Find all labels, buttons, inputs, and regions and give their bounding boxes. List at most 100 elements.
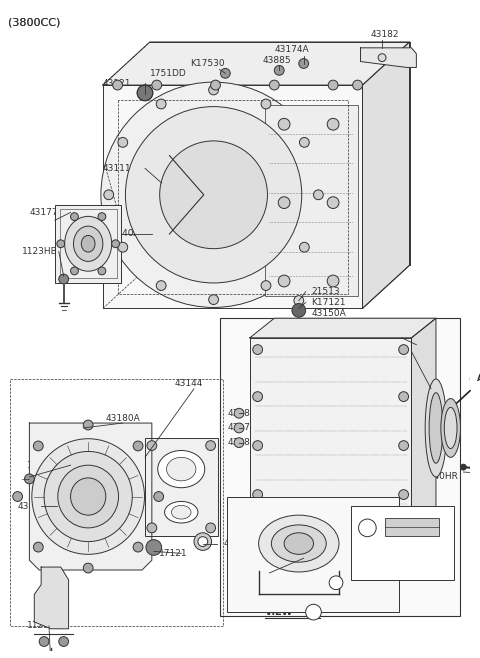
Text: A: A	[309, 607, 316, 617]
Circle shape	[209, 295, 218, 305]
Circle shape	[133, 542, 143, 552]
Circle shape	[133, 441, 143, 451]
Circle shape	[399, 392, 408, 401]
Circle shape	[154, 492, 164, 501]
Ellipse shape	[44, 451, 132, 542]
Text: 1123HB: 1123HB	[22, 247, 57, 256]
Circle shape	[327, 118, 339, 130]
Circle shape	[327, 275, 339, 287]
Text: 43182A: 43182A	[18, 502, 52, 511]
Circle shape	[220, 68, 230, 78]
Text: 17121: 17121	[159, 549, 187, 558]
Circle shape	[313, 190, 324, 199]
Ellipse shape	[71, 478, 106, 515]
Polygon shape	[103, 42, 409, 85]
Text: 43885: 43885	[228, 409, 256, 418]
Text: 43177: 43177	[29, 208, 58, 217]
Text: 1152AC: 1152AC	[372, 494, 408, 503]
Circle shape	[194, 533, 212, 550]
Circle shape	[57, 240, 65, 247]
Text: (3800CC): (3800CC)	[8, 17, 60, 28]
Text: 43885: 43885	[228, 438, 256, 447]
Circle shape	[13, 492, 23, 501]
Text: 43182: 43182	[371, 30, 399, 39]
Ellipse shape	[429, 393, 443, 463]
Circle shape	[399, 345, 408, 355]
Circle shape	[253, 490, 263, 499]
Circle shape	[261, 281, 271, 290]
Circle shape	[147, 441, 157, 451]
Text: 43144: 43144	[174, 380, 203, 388]
Text: K17530: K17530	[190, 59, 225, 68]
Circle shape	[198, 537, 208, 547]
Ellipse shape	[165, 501, 198, 523]
Bar	[55, 205, 121, 283]
Circle shape	[234, 409, 244, 418]
Circle shape	[206, 441, 216, 451]
Ellipse shape	[65, 216, 112, 271]
Text: a: a	[334, 580, 338, 586]
Circle shape	[399, 441, 408, 451]
Circle shape	[152, 80, 162, 90]
Circle shape	[101, 82, 326, 307]
Circle shape	[399, 490, 408, 499]
Circle shape	[299, 59, 309, 68]
Ellipse shape	[271, 525, 326, 562]
Bar	[351, 506, 454, 580]
Circle shape	[160, 141, 267, 249]
Circle shape	[253, 441, 263, 451]
Circle shape	[98, 267, 106, 275]
Bar	[145, 438, 218, 536]
Text: 43121: 43121	[103, 78, 132, 88]
Text: K17121: K17121	[312, 298, 346, 307]
Ellipse shape	[259, 515, 339, 572]
Circle shape	[206, 523, 216, 533]
Circle shape	[306, 604, 321, 620]
Bar	[103, 85, 362, 309]
Text: 1123GF: 1123GF	[27, 621, 62, 630]
Circle shape	[292, 303, 306, 317]
Circle shape	[294, 295, 304, 305]
Polygon shape	[411, 318, 436, 560]
Text: 1751DD: 1751DD	[150, 69, 187, 78]
Circle shape	[290, 545, 317, 572]
Circle shape	[104, 190, 114, 199]
Circle shape	[137, 85, 153, 101]
Circle shape	[118, 242, 128, 252]
Text: 43146A: 43146A	[355, 328, 389, 338]
Ellipse shape	[444, 407, 457, 449]
Circle shape	[253, 529, 263, 539]
Text: VIEW: VIEW	[264, 607, 293, 617]
Text: 21513: 21513	[312, 288, 340, 296]
Circle shape	[300, 242, 309, 252]
Circle shape	[24, 474, 34, 484]
Circle shape	[147, 523, 157, 533]
Ellipse shape	[58, 465, 119, 528]
Circle shape	[378, 54, 386, 62]
Circle shape	[234, 438, 244, 447]
Bar	[264, 105, 358, 295]
Circle shape	[278, 197, 290, 209]
Ellipse shape	[73, 226, 103, 261]
Circle shape	[278, 118, 290, 130]
Text: 43885: 43885	[263, 56, 291, 65]
Circle shape	[125, 107, 302, 283]
Ellipse shape	[32, 439, 144, 554]
Text: 43140A: 43140A	[106, 230, 141, 238]
Ellipse shape	[441, 399, 460, 457]
Text: 43174A: 43174A	[228, 424, 262, 432]
Circle shape	[234, 423, 244, 433]
Bar	[250, 338, 411, 560]
Polygon shape	[360, 48, 416, 67]
Polygon shape	[362, 42, 409, 309]
Circle shape	[328, 80, 338, 90]
Circle shape	[156, 281, 166, 290]
Text: 43220D: 43220D	[228, 570, 263, 580]
Text: 1140HR: 1140HR	[423, 472, 459, 482]
Text: (3800CC): (3800CC)	[8, 17, 60, 28]
Text: 43111: 43111	[103, 164, 132, 173]
Ellipse shape	[158, 451, 205, 488]
Circle shape	[211, 80, 220, 90]
Circle shape	[253, 345, 263, 355]
Circle shape	[34, 441, 43, 451]
